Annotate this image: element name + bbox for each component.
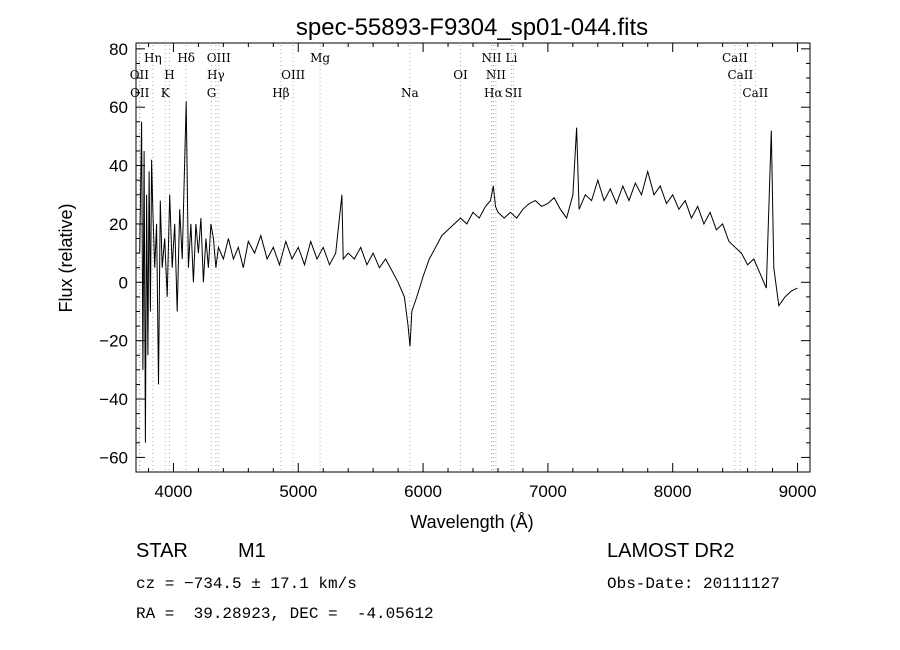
y-tick-label: −20: [99, 332, 128, 351]
y-axis: −60 −40 −20 0 20 40 60 80: [99, 40, 810, 467]
y-tick-label: 0: [119, 273, 128, 292]
object-class: STAR: [136, 540, 188, 562]
x-tick-label: 9000: [779, 482, 817, 501]
coordinates: RA = 39.28923, DEC = -4.05612: [136, 605, 434, 623]
line-label-7: Hγ: [207, 68, 225, 82]
line-label-0: OII: [130, 68, 150, 82]
spectrum-line: [139, 101, 798, 443]
y-tick-label: 60: [109, 98, 128, 117]
line-label-15: NII: [486, 68, 506, 82]
chart-title: spec-55893-F9304_sp01-044.fits: [296, 14, 648, 41]
line-label-13: OI: [453, 68, 468, 82]
plot-frame: [135, 42, 811, 473]
observation-date: Obs-Date: 20111127: [607, 575, 780, 593]
line-label-16: Hα: [484, 86, 503, 100]
line-label-2: Hη: [144, 51, 162, 65]
x-tick-label: 6000: [404, 482, 442, 501]
y-tick-label: −60: [99, 448, 128, 467]
y-axis-label: Flux (relative): [56, 203, 76, 312]
line-label-3: H: [164, 68, 174, 82]
y-tick-label: 20: [109, 215, 128, 234]
y-tick-label: 80: [109, 40, 128, 59]
line-label-11: Mg: [310, 51, 330, 65]
x-axis: 4000 5000 6000 7000 8000 9000: [147, 43, 817, 501]
line-label-18: SII: [505, 86, 523, 100]
line-label-5: Hδ: [177, 51, 195, 65]
line-label-6: OIII: [207, 51, 231, 65]
line-label-14: NII: [481, 51, 501, 65]
line-label-17: Li: [506, 51, 518, 65]
line-label-4: K: [161, 86, 171, 100]
line-label-19: CaII: [722, 51, 748, 65]
survey-name: LAMOST DR2: [607, 540, 735, 562]
line-label-9: OIII: [281, 68, 305, 82]
x-axis-label: Wavelength (Å): [410, 512, 533, 532]
line-label-10: Hβ: [272, 86, 289, 100]
object-subclass: M1: [238, 540, 266, 562]
line-label-20: CaII: [727, 68, 753, 82]
x-tick-label: 4000: [155, 482, 193, 501]
line-label-12: Na: [401, 86, 419, 100]
x-tick-label: 8000: [654, 482, 692, 501]
redshift-velocity: cz = −734.5 ± 17.1 km/s: [136, 575, 357, 593]
x-tick-label: 5000: [279, 482, 317, 501]
x-tick-label: 7000: [529, 482, 567, 501]
line-label-21: CaII: [742, 86, 768, 100]
y-tick-label: 40: [109, 157, 128, 176]
line-label-8: G: [207, 86, 217, 100]
spectrum-series: [139, 101, 798, 443]
y-tick-label: −40: [99, 390, 128, 409]
